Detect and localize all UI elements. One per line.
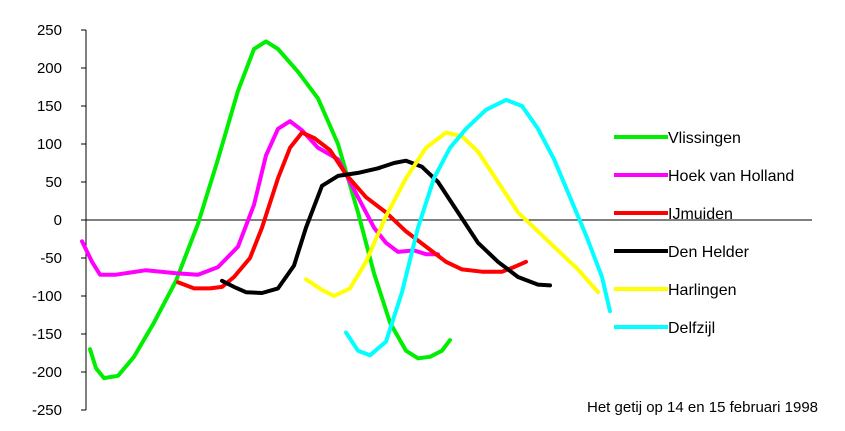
legend-label: Hoek van Holland (668, 168, 794, 185)
y-tick-label: -250 (32, 402, 62, 419)
series-line-hoek-van-holland (80, 119, 440, 277)
y-tick-label: 100 (37, 136, 62, 153)
y-tick-label: -200 (32, 364, 62, 381)
series-line-delfzijl (344, 97, 612, 358)
legend-label: IJmuiden (668, 206, 733, 223)
chart-annotation: Het getij op 14 en 15 februari 1998 (587, 399, 818, 416)
legend: Vlissingen Hoek van Holland IJmuiden Den He… (614, 130, 794, 337)
series-line-harlingen (304, 130, 600, 298)
y-tick-label: -150 (32, 326, 62, 343)
y-tick-label: 150 (37, 98, 62, 115)
y-axis: 250 200 150 100 50 0 -50 -100 -150 -200 -250 (32, 22, 812, 419)
y-tick-label: 50 (45, 174, 62, 191)
y-tick-label: 250 (37, 22, 62, 39)
legend-label: Den Helder (668, 244, 750, 261)
legend-label: Harlingen (668, 282, 736, 299)
series-line-ijmuiden (176, 130, 528, 291)
legend-label: Delfzijl (668, 320, 715, 337)
y-tick-label: -50 (40, 250, 62, 267)
series-line-vlissingen (88, 39, 452, 381)
series-lines (80, 39, 612, 381)
legend-label: Vlissingen (668, 130, 741, 147)
series-line-den-helder (220, 158, 552, 295)
y-tick-label: 200 (37, 60, 62, 77)
y-tick-label: -100 (32, 288, 62, 305)
y-tick-label: 0 (54, 212, 62, 229)
